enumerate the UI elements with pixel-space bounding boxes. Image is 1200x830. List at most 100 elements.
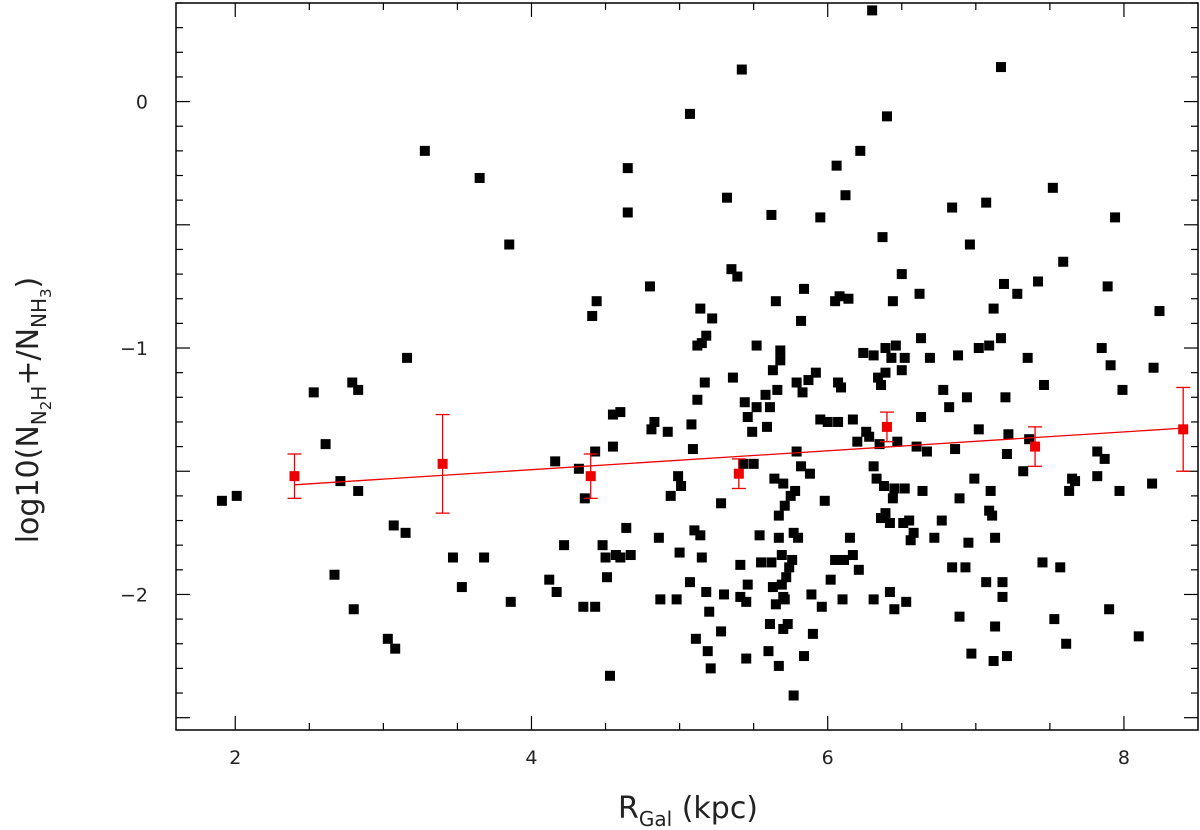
data-point xyxy=(739,397,750,408)
data-point xyxy=(751,402,762,413)
data-point xyxy=(887,296,898,307)
data-point xyxy=(917,485,928,496)
data-point xyxy=(702,646,713,657)
data-point xyxy=(1092,471,1103,482)
data-point xyxy=(1000,392,1011,403)
data-point xyxy=(741,596,752,607)
data-point xyxy=(726,264,737,275)
data-point xyxy=(1092,446,1103,457)
data-point xyxy=(551,586,562,597)
data-point xyxy=(867,5,878,16)
data-point xyxy=(674,547,685,558)
data-point xyxy=(662,426,673,437)
data-point xyxy=(1105,360,1116,371)
data-point xyxy=(819,495,830,506)
data-point xyxy=(1147,478,1158,489)
data-point xyxy=(796,461,807,472)
data-point xyxy=(938,384,949,395)
data-point xyxy=(853,564,864,575)
data-point xyxy=(963,537,974,548)
data-point xyxy=(916,333,927,344)
data-point xyxy=(874,439,885,450)
data-point xyxy=(892,436,903,447)
data-point xyxy=(644,281,655,292)
data-point xyxy=(947,202,958,213)
data-point xyxy=(790,485,801,496)
data-point xyxy=(742,412,753,423)
data-point xyxy=(889,483,900,494)
x-axis-title: RGal (kpc) xyxy=(618,791,758,830)
data-point xyxy=(990,621,1001,632)
data-point xyxy=(320,439,331,450)
data-point xyxy=(716,626,727,637)
data-point xyxy=(1114,485,1125,496)
data-point xyxy=(787,554,798,565)
data-point xyxy=(898,517,909,528)
data-point xyxy=(843,293,854,304)
plot-frame xyxy=(175,2,1199,731)
data-point xyxy=(781,572,792,583)
data-point xyxy=(840,190,851,201)
data-point xyxy=(914,288,925,299)
data-point xyxy=(216,495,227,506)
data-point xyxy=(799,651,810,662)
data-point xyxy=(997,577,1008,588)
data-point xyxy=(844,532,855,543)
data-point xyxy=(855,145,866,156)
data-point xyxy=(1064,485,1075,496)
data-point xyxy=(803,375,814,386)
data-point xyxy=(767,365,778,376)
data-point xyxy=(775,345,786,356)
data-point xyxy=(653,532,664,543)
data-point xyxy=(864,431,875,442)
data-point xyxy=(615,552,626,563)
data-point xyxy=(761,421,772,432)
data-point xyxy=(1154,306,1165,317)
data-point xyxy=(791,446,802,457)
data-point xyxy=(804,468,815,479)
data-point xyxy=(1033,276,1044,287)
data-point xyxy=(308,387,319,398)
data-point xyxy=(896,365,907,376)
data-point xyxy=(347,377,358,388)
data-point xyxy=(880,508,891,519)
data-point xyxy=(699,377,710,388)
x-tick-label: 2 xyxy=(229,747,241,769)
data-point xyxy=(1001,651,1012,662)
data-point xyxy=(1102,281,1113,292)
data-point xyxy=(591,296,602,307)
data-point xyxy=(847,550,858,561)
data-point xyxy=(382,633,393,644)
data-point xyxy=(1061,638,1072,649)
data-point xyxy=(353,485,364,496)
data-point xyxy=(889,604,900,615)
data-point xyxy=(578,601,589,612)
binned-points xyxy=(287,386,1191,514)
data-point xyxy=(779,594,790,605)
data-point xyxy=(738,458,749,469)
data-point xyxy=(950,444,961,455)
data-point xyxy=(905,535,916,546)
data-point xyxy=(766,557,777,568)
data-point xyxy=(899,352,910,363)
data-point xyxy=(721,192,732,203)
data-point xyxy=(807,628,818,639)
data-point xyxy=(692,394,703,405)
data-point xyxy=(353,384,364,395)
data-point xyxy=(747,426,758,437)
data-point xyxy=(719,589,730,600)
data-point xyxy=(544,574,555,585)
data-point xyxy=(690,633,701,644)
data-point xyxy=(988,655,999,666)
data-point xyxy=(1012,288,1023,299)
binned-point xyxy=(289,471,300,482)
data-point xyxy=(1099,453,1110,464)
data-point xyxy=(1133,631,1144,642)
data-point xyxy=(954,493,965,504)
data-point xyxy=(877,232,888,243)
data-point xyxy=(793,532,804,543)
data-point xyxy=(701,330,712,341)
data-point xyxy=(479,552,490,563)
data-point xyxy=(767,582,778,593)
